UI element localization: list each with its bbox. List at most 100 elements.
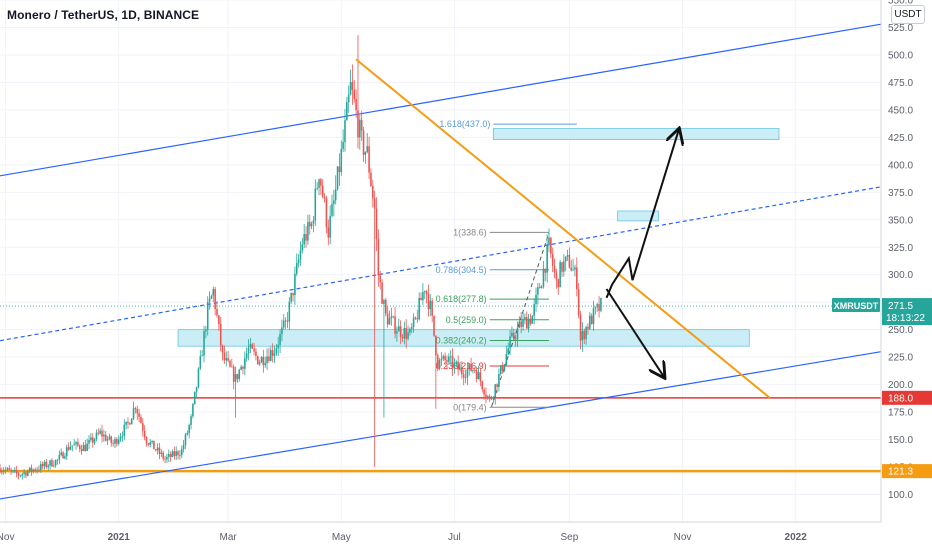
candle (321, 179, 324, 199)
candle (531, 314, 534, 324)
candle (297, 254, 300, 268)
candle (227, 350, 229, 363)
candle (568, 247, 571, 269)
candle (498, 368, 500, 392)
candle (275, 343, 278, 357)
candle-body (269, 350, 272, 361)
candle-body (244, 358, 246, 369)
candle (481, 380, 484, 393)
candle-body (505, 354, 508, 365)
candle (95, 429, 98, 442)
candle-body (377, 239, 380, 276)
candle (320, 177, 322, 195)
candle (514, 334, 517, 347)
fib-level-label: 0.618(277.8) (436, 294, 487, 304)
candle-body (116, 438, 118, 444)
candle (41, 461, 44, 470)
candle-body (167, 454, 170, 457)
candle-body (47, 465, 50, 467)
candle-body (186, 432, 189, 435)
candle-body (129, 423, 131, 425)
candle-body (390, 316, 393, 319)
candle (116, 437, 118, 447)
candle (505, 345, 508, 366)
candle-body (544, 268, 547, 273)
candle-body (479, 372, 482, 382)
candle-body (446, 360, 448, 362)
candle-body (95, 432, 98, 440)
candle-body (381, 282, 383, 304)
symbol-label-bg (832, 298, 880, 313)
candle-body (366, 146, 369, 153)
candle-body (553, 265, 556, 273)
candle-body (488, 396, 491, 399)
candle-body (461, 367, 463, 375)
candle (462, 369, 465, 386)
candle-body (49, 460, 51, 466)
candle (27, 469, 29, 477)
candle (188, 423, 190, 439)
candle-body (349, 81, 352, 95)
candle (260, 355, 263, 364)
candle-body (444, 356, 446, 361)
fib-level-label: 0.382(240.2) (436, 335, 487, 345)
candle-body (2, 470, 5, 472)
currency-badge[interactable]: USDT (891, 5, 925, 24)
candle-body (123, 424, 126, 437)
candle-body (297, 259, 300, 264)
candle-body (550, 237, 552, 254)
candle (67, 442, 70, 452)
candle-body (214, 289, 216, 309)
candle-body (412, 317, 415, 328)
candle-body (507, 348, 509, 355)
candle (572, 258, 574, 271)
candle (177, 450, 179, 460)
candle (485, 387, 487, 404)
candle-body (590, 315, 593, 325)
candle-body (73, 444, 75, 446)
candle-body (8, 468, 11, 470)
x-tick-label: May (332, 532, 351, 543)
candle (14, 466, 16, 474)
candle-body (308, 222, 311, 227)
y-tick-label: 250.0 (888, 325, 913, 336)
candle-body (598, 304, 600, 311)
candle-body (130, 418, 133, 425)
candle (257, 355, 259, 365)
candle (594, 306, 597, 315)
candle (162, 450, 165, 462)
candle (516, 321, 519, 348)
candle-body (86, 443, 88, 451)
candle-body (151, 440, 153, 443)
candle (422, 283, 424, 305)
candle-body (175, 451, 177, 456)
candle-body (429, 300, 432, 310)
candle-body (156, 447, 159, 451)
candle-body (327, 227, 330, 238)
candle-body (82, 444, 85, 451)
candle-body (577, 289, 580, 315)
candle (587, 322, 589, 335)
candle (171, 449, 174, 458)
candle-body (314, 188, 317, 221)
candle-body (164, 458, 166, 460)
candle (138, 408, 140, 423)
candle-body (290, 292, 292, 302)
candle (364, 151, 367, 164)
x-tick-label: Sep (561, 532, 579, 543)
candle-body (490, 398, 493, 400)
candle-body (440, 358, 443, 360)
candle-body (292, 292, 294, 296)
candle-body (585, 326, 587, 340)
candle (581, 322, 584, 352)
candle (559, 259, 561, 288)
candle-body (208, 298, 211, 302)
candle-body (494, 384, 497, 398)
candle-body (546, 245, 548, 273)
candle-body (581, 331, 584, 341)
fib-level-label: 0.786(304.5) (436, 265, 487, 275)
candle-body (247, 347, 250, 354)
candle (577, 282, 580, 319)
current-price-value: 271.5 (888, 301, 913, 312)
